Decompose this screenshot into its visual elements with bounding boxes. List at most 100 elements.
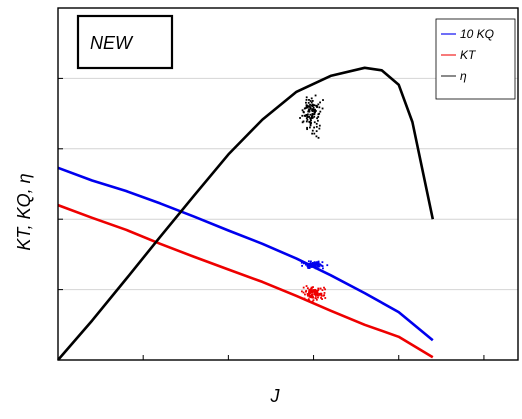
data-point-1-43 xyxy=(304,293,306,296)
data-point-2-11 xyxy=(314,110,317,112)
data-point-0-26 xyxy=(307,266,309,269)
data-point-1-47 xyxy=(306,293,309,295)
data-point-2-109 xyxy=(314,94,317,97)
data-point-1-70 xyxy=(323,286,325,289)
data-point-2-96 xyxy=(315,130,318,133)
data-point-2-74 xyxy=(311,100,314,102)
data-point-1-92 xyxy=(310,289,313,292)
data-point-2-54 xyxy=(316,106,318,108)
data-point-1-97 xyxy=(314,291,317,294)
data-point-0-66 xyxy=(312,262,315,265)
data-point-1-22 xyxy=(312,286,314,288)
data-point-1-65 xyxy=(307,298,310,301)
legend-label-1: KT xyxy=(460,48,477,62)
scatter-points xyxy=(299,94,329,303)
data-point-1-93 xyxy=(307,294,310,296)
data-point-1-69 xyxy=(317,289,320,291)
data-point-0-63 xyxy=(300,261,303,264)
data-point-2-90 xyxy=(313,104,316,107)
data-point-0-40 xyxy=(316,261,318,264)
data-point-1-78 xyxy=(300,290,303,293)
data-point-2-65 xyxy=(309,113,312,116)
data-point-2-33 xyxy=(306,106,309,109)
data-point-1-64 xyxy=(306,287,309,290)
data-point-1-53 xyxy=(315,298,318,301)
data-point-1-94 xyxy=(310,290,313,293)
data-point-1-35 xyxy=(324,288,327,291)
data-point-2-34 xyxy=(306,116,309,119)
data-point-2-73 xyxy=(305,98,308,101)
data-point-2-102 xyxy=(313,121,316,124)
data-point-1-71 xyxy=(311,295,313,298)
data-point-1-79 xyxy=(315,290,318,292)
data-point-0-36 xyxy=(311,264,314,267)
annotation-label: NEW xyxy=(90,33,134,53)
data-point-2-14 xyxy=(308,99,310,101)
data-point-2-93 xyxy=(310,117,313,119)
data-point-2-63 xyxy=(311,132,314,135)
data-point-2-58 xyxy=(317,119,319,122)
data-point-1-31 xyxy=(312,299,315,302)
legend-label-2: η xyxy=(460,69,467,83)
legend: 10 KQ KT η xyxy=(435,18,516,100)
data-point-2-37 xyxy=(315,104,317,107)
data-point-2-64 xyxy=(317,103,320,106)
data-point-0-65 xyxy=(308,267,311,269)
data-point-1-80 xyxy=(311,290,314,293)
data-point-0-75 xyxy=(308,265,311,268)
annotation-frame xyxy=(76,14,174,70)
data-point-2-69 xyxy=(307,109,310,112)
data-point-0-42 xyxy=(317,263,320,266)
data-point-2-92 xyxy=(309,117,312,120)
data-point-2-59 xyxy=(309,124,312,127)
data-point-1-99 xyxy=(319,287,322,290)
data-point-2-25 xyxy=(305,96,308,99)
data-point-2-1 xyxy=(317,136,320,139)
data-point-2-78 xyxy=(306,104,309,107)
data-point-0-43 xyxy=(322,267,324,270)
data-point-0-53 xyxy=(321,261,324,264)
data-point-2-97 xyxy=(308,105,311,108)
series-line-1 xyxy=(57,203,434,359)
data-point-2-98 xyxy=(309,100,312,102)
data-point-2-101 xyxy=(313,132,316,135)
data-point-2-107 xyxy=(304,115,307,117)
data-point-2-86 xyxy=(301,109,304,112)
data-point-0-52 xyxy=(314,265,317,268)
data-point-1-89 xyxy=(311,296,314,299)
data-point-0-9 xyxy=(309,264,312,267)
data-point-2-66 xyxy=(301,121,304,124)
data-point-2-79 xyxy=(315,125,318,128)
data-point-2-6 xyxy=(305,117,308,120)
data-point-2-84 xyxy=(317,115,320,118)
data-point-1-2 xyxy=(311,293,314,296)
data-point-0-77 xyxy=(310,262,313,265)
data-point-0-71 xyxy=(313,263,316,266)
axis-ticks xyxy=(58,77,485,360)
data-point-2-75 xyxy=(318,127,321,130)
data-point-1-83 xyxy=(320,292,323,295)
data-point-0-76 xyxy=(318,265,321,268)
data-point-0-58 xyxy=(310,265,313,268)
data-point-1-38 xyxy=(309,294,312,297)
data-point-2-100 xyxy=(310,97,313,100)
data-point-0-78 xyxy=(321,265,324,267)
curves xyxy=(57,66,435,361)
data-point-0-60 xyxy=(315,266,318,269)
series-line-2 xyxy=(57,66,435,361)
data-point-2-21 xyxy=(308,126,311,129)
plot-frame xyxy=(57,7,519,361)
data-point-1-4 xyxy=(302,286,305,289)
data-point-1-104 xyxy=(318,293,321,296)
data-point-1-45 xyxy=(312,291,315,293)
data-point-0-72 xyxy=(316,263,318,265)
data-point-1-50 xyxy=(311,300,314,303)
data-point-1-61 xyxy=(323,292,326,294)
data-point-1-17 xyxy=(305,285,308,287)
data-point-2-22 xyxy=(305,120,308,123)
data-point-2-72 xyxy=(301,114,304,117)
data-point-2-0 xyxy=(308,108,311,111)
data-point-0-68 xyxy=(304,263,307,266)
data-point-2-24 xyxy=(316,105,318,107)
